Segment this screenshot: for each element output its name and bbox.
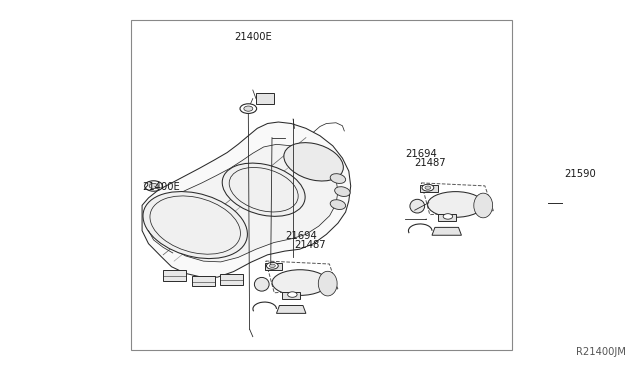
Text: 21400E: 21400E [234, 32, 271, 42]
Ellipse shape [284, 142, 343, 181]
Bar [265, 263, 282, 270]
Ellipse shape [222, 163, 305, 217]
Circle shape [425, 186, 431, 189]
Bar [220, 274, 243, 285]
Circle shape [287, 292, 297, 297]
Circle shape [149, 183, 158, 189]
Ellipse shape [335, 187, 350, 196]
Circle shape [422, 184, 434, 191]
Text: 21590: 21590 [564, 169, 596, 179]
Text: 21487: 21487 [294, 240, 326, 250]
Bar [163, 270, 186, 281]
Bar [192, 276, 215, 286]
Ellipse shape [272, 270, 328, 295]
Ellipse shape [474, 193, 493, 218]
Bar [420, 185, 438, 192]
Circle shape [269, 264, 275, 267]
Text: 21400E: 21400E [142, 182, 180, 192]
Bar [282, 292, 300, 299]
Ellipse shape [143, 192, 248, 259]
Circle shape [244, 106, 253, 111]
Circle shape [240, 104, 257, 113]
Text: 21694: 21694 [285, 231, 317, 241]
Bar [131, 20, 512, 350]
Ellipse shape [428, 192, 484, 217]
Circle shape [443, 214, 452, 219]
Ellipse shape [410, 199, 425, 213]
Bar [438, 214, 456, 221]
Circle shape [266, 262, 278, 269]
Polygon shape [154, 144, 338, 262]
Bar [256, 93, 274, 104]
Ellipse shape [330, 200, 346, 209]
Text: 21487: 21487 [415, 158, 446, 168]
Polygon shape [276, 305, 306, 313]
Text: R21400JM: R21400JM [576, 347, 626, 357]
Ellipse shape [330, 174, 346, 183]
Polygon shape [432, 227, 461, 235]
Ellipse shape [318, 271, 337, 296]
Text: 21694: 21694 [405, 149, 437, 159]
Ellipse shape [254, 278, 269, 291]
Polygon shape [142, 122, 351, 277]
Circle shape [145, 181, 163, 191]
